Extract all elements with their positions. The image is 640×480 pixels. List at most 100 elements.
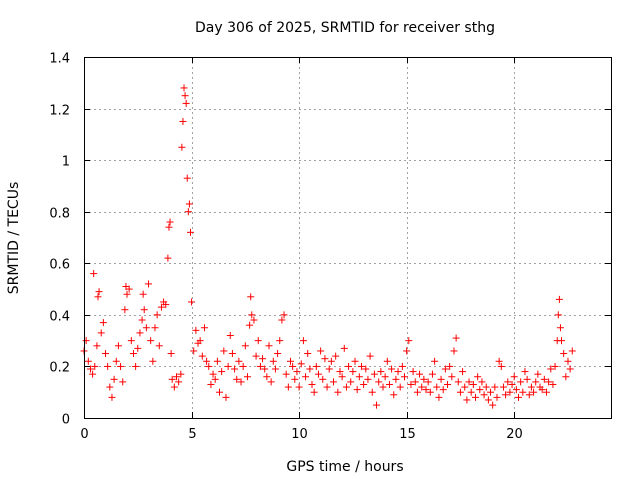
data-point: [125, 285, 133, 293]
data-point: [435, 393, 443, 401]
y-tick-label: 1.2: [49, 104, 70, 119]
data-point: [117, 362, 125, 370]
data-point: [228, 350, 236, 358]
data-point: [123, 290, 131, 298]
data-point: [114, 342, 122, 350]
data-point: [319, 375, 327, 383]
data-point: [418, 383, 426, 391]
data-point: [182, 99, 190, 107]
x-tick-label: 0: [80, 427, 88, 442]
x-axis-title: GPS time / hours: [286, 459, 403, 475]
x-tick-labels: 0 5 10 15 20: [80, 427, 522, 442]
data-point: [551, 362, 559, 370]
data-point: [517, 378, 525, 386]
data-point: [364, 375, 372, 383]
data-point: [86, 365, 94, 373]
data-point: [190, 347, 198, 355]
data-point: [360, 380, 368, 388]
data-point: [90, 270, 98, 278]
data-point: [342, 383, 350, 391]
data-point: [373, 401, 381, 409]
data-point: [396, 383, 404, 391]
data-point: [235, 357, 243, 365]
data-point: [327, 357, 335, 365]
data-point: [484, 396, 492, 404]
data-point: [534, 370, 542, 378]
data-point: [353, 386, 361, 394]
data-point: [562, 373, 570, 381]
data-point: [407, 380, 415, 388]
data-point: [267, 378, 275, 386]
data-point: [127, 337, 135, 345]
data-point: [323, 383, 331, 391]
data-point: [136, 329, 144, 337]
data-point: [247, 293, 255, 301]
data-point: [95, 288, 103, 296]
data-point: [263, 373, 271, 381]
data-point: [403, 347, 411, 355]
data-point: [82, 337, 90, 345]
data-point: [179, 117, 187, 125]
data-point: [178, 143, 186, 151]
data-point: [347, 378, 355, 386]
data-point: [220, 347, 228, 355]
data-point: [338, 373, 346, 381]
data-point: [304, 350, 312, 358]
data-point: [314, 370, 322, 378]
data-point: [250, 316, 258, 324]
data-point: [456, 388, 464, 396]
data-point: [140, 306, 148, 314]
data-point: [499, 383, 507, 391]
data-point: [93, 342, 101, 350]
y-tick-label: 1: [62, 155, 70, 170]
data-point: [547, 365, 555, 373]
y-tick-labels: 0 0.2 0.4 0.6 0.8 1 1.2 1.4: [49, 52, 70, 428]
data-point: [394, 368, 402, 376]
data-point: [94, 293, 102, 301]
data-point: [203, 357, 211, 365]
data-point: [332, 352, 340, 360]
data-point: [357, 362, 365, 370]
data-point: [525, 391, 533, 399]
data-point: [413, 388, 421, 396]
data-points: [80, 84, 576, 409]
data-point: [172, 373, 180, 381]
data-point: [164, 254, 172, 262]
data-point: [424, 378, 432, 386]
data-point: [254, 337, 262, 345]
data-point: [256, 362, 264, 370]
data-point: [491, 383, 499, 391]
data-point: [480, 391, 488, 399]
data-point: [282, 370, 290, 378]
data-point: [345, 362, 353, 370]
data-point: [555, 295, 563, 303]
data-point: [97, 329, 105, 337]
data-point: [165, 223, 173, 231]
data-point: [471, 393, 479, 401]
data-point: [568, 347, 576, 355]
grid-lines: [84, 57, 611, 418]
data-point: [149, 357, 157, 365]
data-point: [538, 386, 546, 394]
data-point: [170, 383, 178, 391]
data-point: [89, 370, 97, 378]
data-point: [185, 200, 193, 208]
data-point: [502, 391, 510, 399]
data-point: [151, 324, 159, 332]
x-tick-label: 10: [291, 427, 308, 442]
data-point: [463, 396, 471, 404]
data-point: [482, 383, 490, 391]
data-point: [478, 378, 486, 386]
data-point: [515, 393, 523, 401]
data-point: [224, 362, 232, 370]
data-point: [439, 386, 447, 394]
data-point: [259, 355, 267, 363]
data-point: [542, 388, 550, 396]
data-point: [138, 316, 146, 324]
data-point: [209, 370, 217, 378]
data-point: [411, 378, 419, 386]
data-point: [196, 337, 204, 345]
data-point: [504, 378, 512, 386]
data-point: [297, 360, 305, 368]
data-point: [184, 208, 192, 216]
